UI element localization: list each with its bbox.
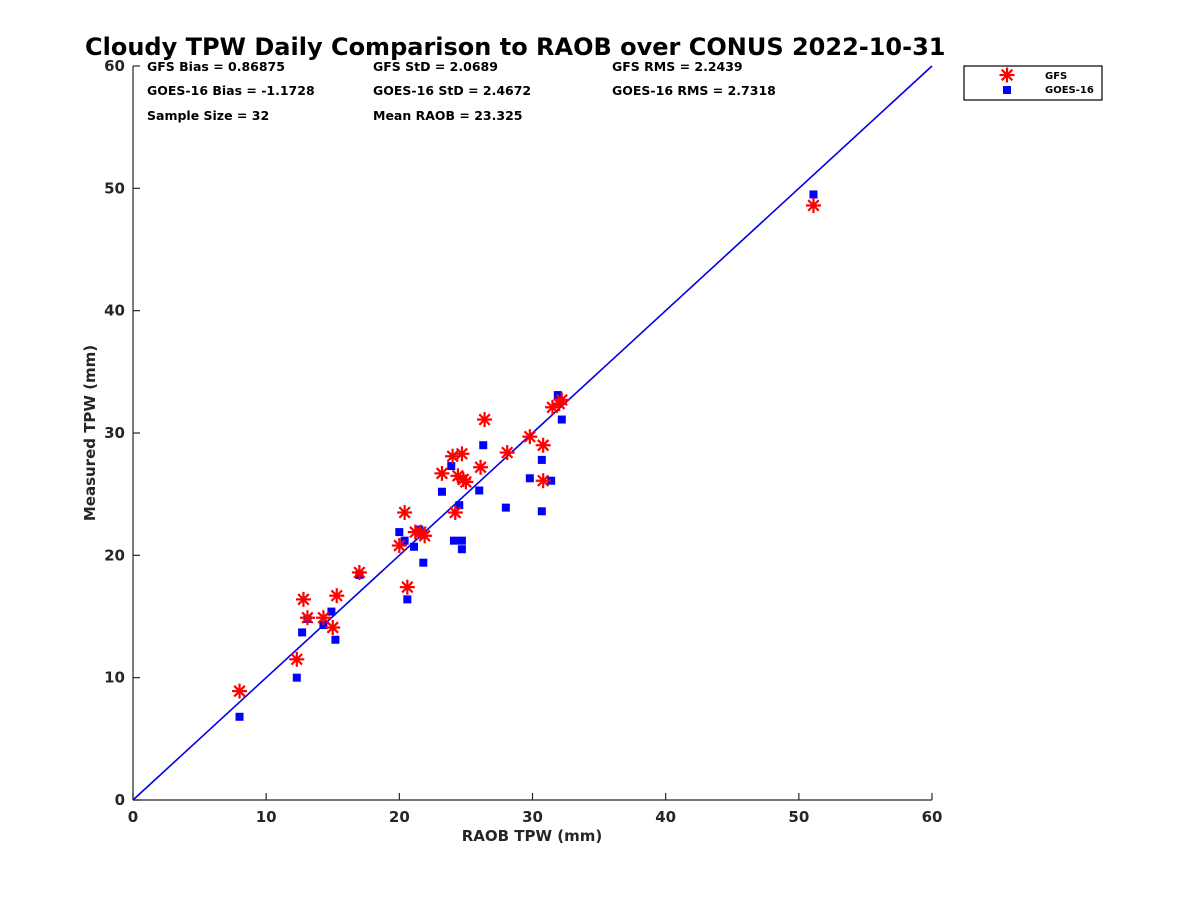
gfs-point [554,392,570,408]
legend-gfs-asterisk [999,67,1015,83]
legend-goes16-square [1003,86,1011,94]
gfs-point [315,610,331,626]
gfs-point [499,445,515,461]
stat-gfs-rms: GFS RMS = 2.2439 [612,59,743,74]
y-axis-label: Measured TPW (mm) [81,345,99,521]
gfs-point [299,610,315,626]
x-tick-label: 0 [128,808,138,826]
legend-gfs-label: GFS [1045,71,1067,82]
goes16-point [331,635,340,644]
x-ticks: 0 10 20 30 40 50 60 [128,793,943,826]
gfs-point [329,588,345,604]
goes16-point [479,441,488,450]
gfs-point [447,505,463,521]
goes16-point [235,712,244,721]
x-tick-label: 20 [389,808,410,826]
gfs-point [391,538,407,554]
series-gfs [232,197,821,699]
stat-goes-rms: GOES-16 RMS = 2.7318 [612,83,776,98]
y-tick-label: 20 [104,546,125,564]
gfs-point [417,528,433,544]
y-tick-label: 60 [104,57,125,75]
goes16-point [327,607,336,616]
gfs-point [473,459,489,475]
chart-title: Cloudy TPW Daily Comparison to RAOB over… [85,33,945,61]
gfs-point [399,579,415,595]
goes16-point [525,474,534,483]
legend: GFS GOES-16 [963,65,1103,101]
gfs-point [351,564,367,580]
goes16-point [537,455,546,464]
y-tick-label: 50 [104,179,125,197]
gfs-point [458,474,474,490]
y-ticks: 0 10 20 30 40 50 60 [104,57,140,809]
y-tick-label: 0 [115,791,125,809]
gfs-point [535,473,551,489]
gfs-point [454,446,470,462]
gfs-point [805,197,821,213]
goes16-point [457,536,466,545]
x-tick-label: 30 [522,808,543,826]
gfs-point [289,651,305,667]
legend-gfs-marker [999,67,1015,83]
y-tick-label: 30 [104,424,125,442]
goes16-point [447,462,456,471]
stat-goes-std: GOES-16 StD = 2.4672 [373,83,531,98]
goes16-point [437,487,446,496]
gfs-point [325,620,341,636]
goes16-point [557,415,566,424]
x-tick-label: 50 [788,808,809,826]
goes16-point [457,545,466,554]
x-tick-label: 40 [655,808,676,826]
gfs-point [232,683,248,699]
gfs-point [434,465,450,481]
series-goes16 [235,190,818,721]
x-axis-label: RAOB TPW (mm) [462,827,603,845]
y-tick-label: 10 [104,669,125,687]
goes16-point [475,486,484,495]
goes16-point [292,673,301,682]
gfs-point [295,591,311,607]
x-tick-label: 10 [256,808,277,826]
goes16-point [501,503,510,512]
goes16-point [547,476,556,485]
gfs-point [535,437,551,453]
goes16-point [449,536,458,545]
legend-goes16-label: GOES-16 [1045,85,1094,96]
goes16-point [403,595,412,604]
goes16-point [455,501,464,510]
y-tick-label: 40 [104,302,125,320]
gfs-point [522,429,538,445]
goes16-point [419,558,428,567]
legend-goes16-marker [1003,86,1011,94]
stat-goes-bias: GOES-16 Bias = -1.1728 [147,83,315,98]
gfs-point [477,412,493,428]
goes16-point [395,528,404,537]
legend-box [963,65,1103,101]
stat-sample-size: Sample Size = 32 [147,108,269,123]
goes16-point [298,628,307,637]
stat-mean-raob: Mean RAOB = 23.325 [373,108,522,123]
stat-gfs-bias: GFS Bias = 0.86875 [147,59,285,74]
gfs-point [450,468,466,484]
statistics-block: GFS Bias = 0.86875 GFS StD = 2.0689 GFS … [147,59,776,123]
gfs-point [397,505,413,521]
stat-gfs-std: GFS StD = 2.0689 [373,59,498,74]
goes16-point [537,507,546,516]
goes16-point [409,542,418,551]
goes16-point [809,190,818,199]
x-tick-label: 60 [922,808,943,826]
